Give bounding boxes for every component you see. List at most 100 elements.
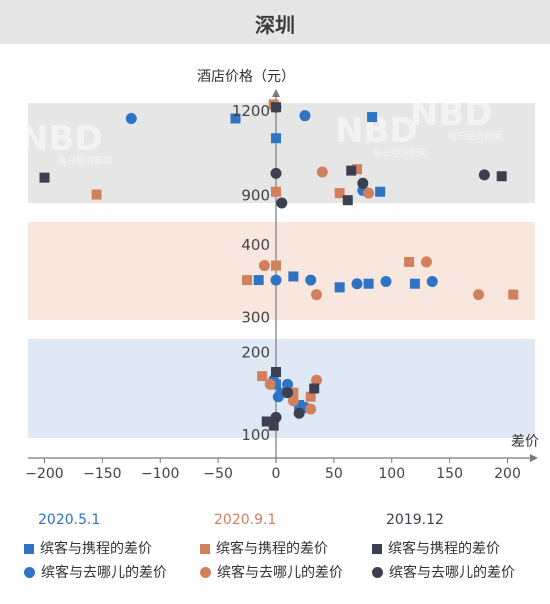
legend-label: 缤客与去哪儿的差价 bbox=[389, 565, 515, 581]
watermark-sub: 每日经济新闻 bbox=[373, 147, 427, 159]
point-2020.5.1-circle bbox=[282, 378, 294, 390]
point-2020.9.1-circle bbox=[258, 260, 270, 272]
legend-marker-square bbox=[372, 544, 382, 554]
point-2019.12-square bbox=[271, 102, 281, 113]
point-2020.5.1-square bbox=[271, 133, 281, 144]
legend-marker-square bbox=[24, 544, 34, 554]
point-2020.9.1-square bbox=[271, 186, 281, 197]
point-2020.9.1-circle bbox=[264, 378, 276, 390]
point-2020.5.1-circle bbox=[299, 110, 311, 122]
legend-item-circle: 缤客与去哪儿的差价 bbox=[200, 562, 343, 582]
point-2019.12-square bbox=[268, 420, 279, 431]
legend-marker-circle bbox=[372, 567, 383, 578]
point-2020.9.1-square bbox=[242, 275, 253, 286]
x-tick-label: −100 bbox=[141, 466, 179, 482]
point-2020.5.1-square bbox=[253, 275, 264, 286]
legend-label: 缤客与去哪儿的差价 bbox=[217, 565, 343, 581]
point-2020.9.1-circle bbox=[287, 395, 299, 407]
point-2020.5.1-square bbox=[294, 400, 305, 410]
y-tick-label: 200 bbox=[241, 343, 270, 361]
x-axis-arrow bbox=[530, 454, 538, 462]
point-2019.12-circle bbox=[478, 169, 490, 181]
legend-marker-circle bbox=[24, 567, 35, 578]
point-2019.12-square bbox=[39, 172, 50, 183]
x-tick-label: −200 bbox=[25, 466, 63, 482]
band-mid bbox=[28, 222, 535, 320]
point-2020.9.1-square bbox=[305, 391, 316, 402]
point-2020.5.1-circle bbox=[380, 276, 392, 288]
point-2020.9.1-circle bbox=[311, 374, 323, 386]
legend-label: 缤客与携程的差价 bbox=[216, 541, 328, 557]
watermark-logo: NBD bbox=[20, 119, 103, 159]
point-2020.9.1-square bbox=[352, 164, 363, 175]
point-2019.12-square bbox=[342, 195, 353, 206]
point-2019.12-circle bbox=[293, 407, 305, 419]
x-tick-label: 200 bbox=[494, 466, 521, 482]
point-2020.5.1-square bbox=[409, 278, 420, 289]
point-2020.9.1-circle bbox=[363, 187, 375, 199]
x-axis-title: 差价 bbox=[511, 434, 539, 450]
chart-title: 深圳 bbox=[255, 13, 295, 37]
point-2020.9.1-circle bbox=[316, 166, 328, 178]
legend-item-circle: 缤客与去哪儿的差价 bbox=[372, 562, 515, 582]
point-2020.9.1-square bbox=[334, 188, 345, 199]
axis-labels: 1200 900 400 300 200 100 −200 −150 −100 −50 0 50 100… bbox=[25, 69, 539, 482]
point-2019.12-square bbox=[271, 367, 281, 377]
x-tick-label: 150 bbox=[436, 466, 463, 482]
watermark-sub: 每日经济新闻 bbox=[458, 510, 512, 522]
watermark-sub: 每日经济新闻 bbox=[448, 130, 502, 142]
point-2020.9.1-square bbox=[257, 371, 268, 382]
band-high bbox=[28, 103, 535, 203]
point-2020.9.1-circle bbox=[473, 289, 485, 301]
point-2019.12-circle bbox=[282, 387, 294, 399]
data-points bbox=[39, 99, 519, 431]
legend-marker-square bbox=[200, 544, 210, 554]
legend-label: 缤客与携程的差价 bbox=[388, 541, 500, 557]
legend-label: 缤客与携程的差价 bbox=[40, 541, 152, 557]
legend-label: 缤客与去哪儿的差价 bbox=[41, 565, 167, 581]
legend-marker-circle bbox=[200, 567, 211, 578]
point-2020.9.1-circle bbox=[311, 289, 323, 301]
x-tick-label: 50 bbox=[325, 466, 343, 482]
point-2020.9.1-square bbox=[508, 289, 519, 300]
watermark-logo: NBD bbox=[420, 474, 503, 514]
point-2020.5.1-square bbox=[230, 113, 241, 124]
point-2020.9.1-square bbox=[288, 387, 299, 398]
point-2019.12-circle bbox=[357, 177, 369, 189]
x-tick-label: 100 bbox=[378, 466, 405, 482]
point-2020.5.1-circle bbox=[270, 274, 282, 286]
point-2020.5.1-square bbox=[288, 271, 299, 282]
watermark-sub: 每日经济新闻 bbox=[58, 155, 112, 167]
legend-heading: 2020.9.1 bbox=[214, 512, 277, 528]
point-2020.5.1-circle bbox=[272, 391, 284, 403]
point-2019.12-square bbox=[309, 383, 320, 394]
x-tick-label: 0 bbox=[272, 466, 281, 482]
point-2020.9.1-circle bbox=[420, 256, 432, 268]
point-2020.9.1-square bbox=[91, 189, 102, 200]
y-tick-label: 400 bbox=[241, 236, 270, 254]
watermark-logo: NBD bbox=[410, 94, 493, 134]
point-2020.9.1-square bbox=[404, 256, 415, 267]
point-2019.12-square bbox=[346, 165, 357, 176]
legend-heading: 2020.5.1 bbox=[38, 512, 101, 528]
point-2020.5.1-square bbox=[334, 282, 345, 293]
point-2020.5.1-square bbox=[375, 186, 386, 197]
x-tick-label: −150 bbox=[83, 466, 121, 482]
legend-item-square: 缤客与携程的差价 bbox=[24, 538, 152, 558]
point-2020.5.1-circle bbox=[351, 278, 363, 290]
y-tick-label: 1200 bbox=[232, 102, 270, 120]
y-tick-label: 100 bbox=[241, 426, 270, 444]
legend-item-circle: 缤客与去哪儿的差价 bbox=[24, 562, 167, 582]
point-2019.12-square bbox=[496, 171, 507, 182]
legend: 2020.5.1 缤客与携程的差价 缤客与去哪儿的差价 2020.9.1 缤客与携程的差… bbox=[0, 512, 550, 602]
legend-heading: 2019.12 bbox=[386, 512, 444, 528]
y-tick-label: 300 bbox=[241, 308, 270, 326]
x-tick-label: −50 bbox=[203, 466, 233, 482]
point-2020.5.1-square bbox=[363, 278, 374, 289]
chart-title-bar: 深圳 bbox=[0, 0, 550, 44]
legend-item-square: 缤客与携程的差价 bbox=[372, 538, 500, 558]
point-2019.12-circle bbox=[276, 197, 288, 209]
point-2020.5.1-circle bbox=[305, 274, 317, 286]
